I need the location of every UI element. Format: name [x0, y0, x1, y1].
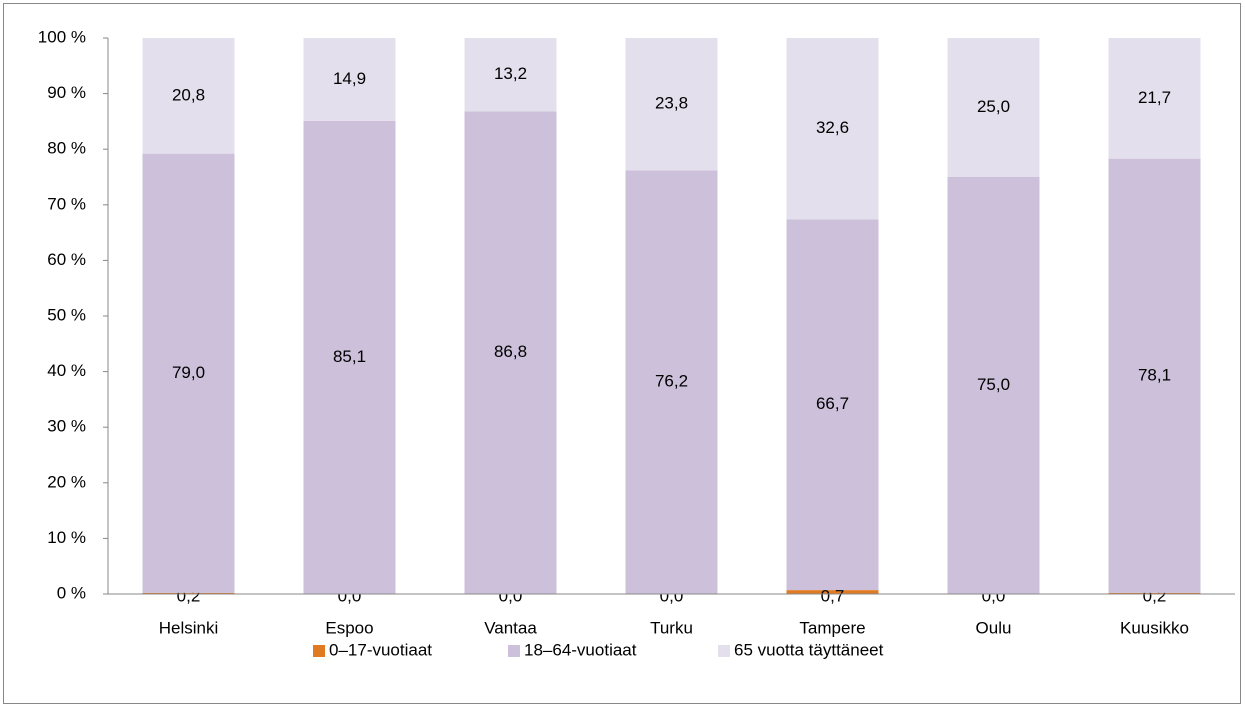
value-label: 13,2: [494, 64, 527, 83]
value-label: 76,2: [655, 372, 688, 391]
y-tick-label: 100 %: [38, 27, 86, 46]
x-tick-label: Vantaa: [484, 618, 537, 637]
bar-segment: [947, 38, 1040, 177]
legend-label: 18–64-vuotiaat: [524, 640, 637, 659]
x-tick-label: Tampere: [799, 618, 865, 637]
y-tick-label: 20 %: [47, 472, 86, 491]
y-tick-label: 10 %: [47, 528, 86, 547]
value-label: 85,1: [333, 347, 366, 366]
bar-segment: [464, 38, 557, 112]
bar-segment: [464, 111, 557, 594]
x-tick-label: Helsinki: [159, 618, 219, 637]
y-tick-label: 0 %: [57, 583, 86, 602]
y-tick-label: 40 %: [47, 361, 86, 380]
bar-segment: [786, 38, 879, 220]
value-label: 14,9: [333, 69, 366, 88]
x-tick-label: Turku: [650, 618, 693, 637]
bar-segment: [142, 592, 235, 594]
bar-segment: [303, 38, 396, 121]
value-label: 75,0: [977, 375, 1010, 394]
y-tick-label: 60 %: [47, 250, 86, 269]
bar-segment: [947, 177, 1040, 594]
bar-segment: [303, 120, 396, 595]
value-label: 21,7: [1138, 88, 1171, 107]
x-tick-label: Kuusikko: [1120, 618, 1189, 637]
y-tick-label: 70 %: [47, 194, 86, 213]
legend-swatch: [508, 645, 520, 657]
bar-segment: [142, 153, 235, 593]
bar-segment: [1108, 38, 1201, 159]
legend-label: 65 vuotta täyttäneet: [734, 640, 884, 659]
y-tick-label: 50 %: [47, 305, 86, 324]
y-tick-label: 30 %: [47, 417, 86, 436]
x-tick-label: Oulu: [976, 618, 1012, 637]
bar-segment: [625, 170, 718, 594]
value-label: 66,7: [816, 394, 849, 413]
bar-segment: [625, 38, 718, 171]
value-label: 79,0: [172, 363, 205, 382]
legend-swatch: [313, 645, 325, 657]
y-tick-label: 80 %: [47, 139, 86, 158]
bar-segment: [1108, 592, 1201, 594]
legend-swatch: [718, 645, 730, 657]
value-label: 0,7: [821, 586, 845, 605]
x-tick-label: Espoo: [325, 618, 373, 637]
value-label: 86,8: [494, 342, 527, 361]
value-label: 78,1: [1138, 365, 1171, 384]
value-label: 32,6: [816, 118, 849, 137]
y-tick-label: 90 %: [47, 83, 86, 102]
value-label: 23,8: [655, 94, 688, 113]
bar-segment: [142, 38, 235, 154]
value-label: 20,8: [172, 85, 205, 104]
bar-segment: [786, 590, 879, 594]
bar-segment: [786, 219, 879, 591]
bar-segment: [1108, 158, 1201, 593]
value-label: 25,0: [977, 97, 1010, 116]
legend-label: 0–17-vuotiaat: [329, 640, 432, 659]
